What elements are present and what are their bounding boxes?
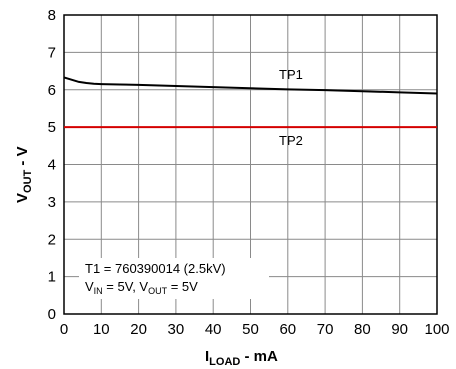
series-lines	[63, 76, 438, 129]
x-axis-title: ILOAD - mA	[205, 348, 278, 368]
series-label-tp1: TP1	[279, 67, 303, 82]
series-label-tp2: TP2	[279, 133, 303, 148]
x-tick-label: 0	[60, 321, 68, 338]
x-tick-label: 50	[242, 321, 259, 338]
y-tick-labels: 0 1 2 3 4 5 6 7 8	[48, 7, 56, 323]
x-tick-label: 90	[391, 321, 408, 338]
x-tick-label: 30	[168, 321, 185, 338]
y-tick-label: 0	[48, 306, 56, 323]
y-tick-label: 5	[48, 119, 56, 136]
x-tick-label: 40	[205, 321, 222, 338]
y-tick-label: 1	[48, 269, 56, 286]
x-tick-label: 80	[354, 321, 371, 338]
y-tick-label: 6	[48, 82, 56, 99]
x-tick-label: 60	[279, 321, 296, 338]
annotation-part-number: T1 = 760390014 (2.5kV)	[85, 261, 226, 276]
annotation-box: T1 = 760390014 (2.5kV) VIN = 5V, VOUT = …	[79, 258, 269, 299]
x-tick-labels: 0 10 20 30 40 50 60 70 80 90 100	[60, 321, 450, 338]
y-tick-label: 4	[48, 157, 56, 174]
plot-frame	[63, 14, 438, 315]
x-tick-label: 70	[317, 321, 334, 338]
x-tick-label: 10	[93, 321, 110, 338]
y-tick-label: 7	[48, 44, 56, 61]
annotation-conditions: VIN = 5V, VOUT = 5V	[85, 279, 198, 296]
y-tick-label: 3	[48, 194, 56, 211]
x-tick-label: 100	[424, 321, 449, 338]
y-tick-label: 2	[48, 231, 56, 248]
x-tick-label: 20	[130, 321, 147, 338]
series-line-tp1	[63, 76, 438, 95]
y-axis-title: VOUT - V	[14, 146, 34, 203]
y-tick-label: 8	[48, 7, 56, 24]
annotation-background	[79, 258, 269, 299]
